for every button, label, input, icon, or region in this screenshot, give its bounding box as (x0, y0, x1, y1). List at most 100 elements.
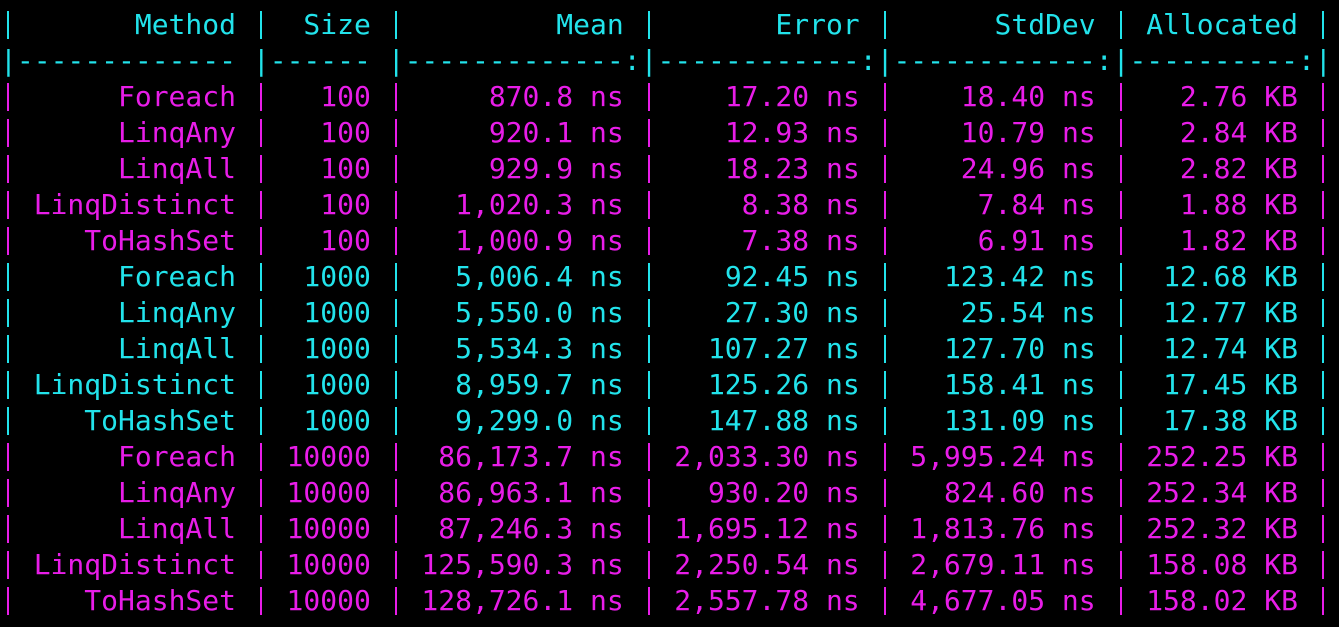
pipe (387, 331, 405, 367)
cell: 930.20 ns (707, 476, 860, 509)
cell: 252.34 KB (1146, 476, 1298, 509)
pipe (640, 439, 658, 475)
pipe (0, 115, 17, 151)
cell: 24.96 ns (960, 152, 1096, 185)
pipe (1314, 583, 1332, 619)
cell: 10000 (286, 548, 371, 581)
pipe (1112, 79, 1130, 115)
cell: 1,813.76 ns (910, 512, 1096, 545)
data-row: Foreach 10000 86,173.7 ns 2,033.30 ns 5,995.… (0, 439, 1339, 475)
cell: 870.8 ns (488, 80, 624, 113)
cell: 1000 (303, 404, 371, 437)
data-row: LinqAny 100 920.1 ns 12.93 ns 10.79 ns 2.84 K… (0, 115, 1339, 151)
cell: 10000 (286, 476, 371, 509)
cell: LinqDistinct (33, 548, 236, 581)
cell: Allocated (1146, 8, 1298, 41)
pipe (876, 331, 894, 367)
pipe (1112, 403, 1130, 439)
pipe (640, 475, 658, 511)
cell: LinqAll (117, 332, 236, 365)
pipe (252, 439, 270, 475)
pipe (387, 403, 405, 439)
pipe (0, 151, 17, 187)
pipe (1112, 295, 1130, 331)
pipe (1112, 583, 1130, 619)
pipe (252, 475, 270, 511)
pipe (1112, 187, 1130, 223)
cell: 1,695.12 ns (674, 512, 860, 545)
pipe (1314, 511, 1332, 547)
cell: Mean (556, 8, 624, 41)
pipe (640, 151, 658, 187)
pipe (640, 367, 658, 403)
cell: 125.26 ns (707, 368, 860, 401)
cell: 920.1 ns (488, 116, 624, 149)
pipe (252, 115, 270, 151)
pipe (640, 403, 658, 439)
pipe (0, 475, 17, 511)
data-row: ToHashSet 10000 128,726.1 ns 2,557.78 ns 4,6… (0, 583, 1339, 619)
pipe (1314, 7, 1332, 43)
data-row: LinqDistinct 10000 125,590.3 ns 2,250.54 ns… (0, 547, 1339, 583)
pipe (0, 223, 17, 259)
cell: Error (775, 8, 860, 41)
cell: 7.84 ns (977, 188, 1096, 221)
cell: StdDev (994, 8, 1096, 41)
cell: LinqAny (117, 476, 236, 509)
pipe (640, 79, 658, 115)
pipe (252, 79, 270, 115)
pipe (876, 79, 894, 115)
cell: 2,557.78 ns (674, 584, 860, 617)
cell: 1000 (303, 332, 371, 365)
cell: Foreach (117, 260, 236, 293)
cell: LinqAll (117, 512, 236, 545)
data-row: LinqAll 10000 87,246.3 ns 1,695.12 ns 1,813.… (0, 511, 1339, 547)
pipe (1314, 79, 1332, 115)
cell: Foreach (117, 440, 236, 473)
cell: 27.30 ns (724, 296, 860, 329)
cell: 17.38 KB (1163, 404, 1298, 437)
pipe (1314, 331, 1332, 367)
cell: 17.45 KB (1163, 368, 1298, 401)
pipe (387, 187, 405, 223)
cell: LinqAny (117, 296, 236, 329)
cell: 824.60 ns (943, 476, 1096, 509)
pipe (1314, 547, 1332, 583)
pipe (0, 403, 17, 439)
pipe (1314, 475, 1332, 511)
pipe (876, 511, 894, 547)
cell: 147.88 ns (707, 404, 860, 437)
cell: LinqAll (117, 152, 236, 185)
pipe (1112, 547, 1130, 583)
pipe (387, 439, 405, 475)
cell: 10000 (286, 512, 371, 545)
pipe (387, 511, 405, 547)
pipe (0, 331, 17, 367)
pipe (876, 259, 894, 295)
cell: 1000 (303, 296, 371, 329)
pipe (640, 115, 658, 151)
cell: 12.93 ns (724, 116, 860, 149)
pipe (1314, 259, 1332, 295)
pipe (640, 547, 658, 583)
pipe (387, 7, 405, 43)
pipe (0, 7, 17, 43)
cell: 12.74 KB (1163, 332, 1298, 365)
pipe (876, 475, 894, 511)
pipe (876, 583, 894, 619)
pipe (0, 187, 17, 223)
pipe (1314, 403, 1332, 439)
pipe (1112, 115, 1130, 151)
pipe (876, 547, 894, 583)
pipe (0, 259, 17, 295)
data-row: ToHashSet 1000 9,299.0 ns 147.88 ns 131.09 n… (0, 403, 1339, 439)
pipe (387, 583, 405, 619)
pipe (387, 115, 405, 151)
pipe (252, 151, 270, 187)
cell: 7.38 ns (741, 224, 860, 257)
pipe (252, 295, 270, 331)
pipe (876, 403, 894, 439)
data-row: LinqDistinct 1000 8,959.7 ns 125.26 ns 158.4… (0, 367, 1339, 403)
cell: 2,033.30 ns (674, 440, 860, 473)
pipe (252, 7, 270, 43)
